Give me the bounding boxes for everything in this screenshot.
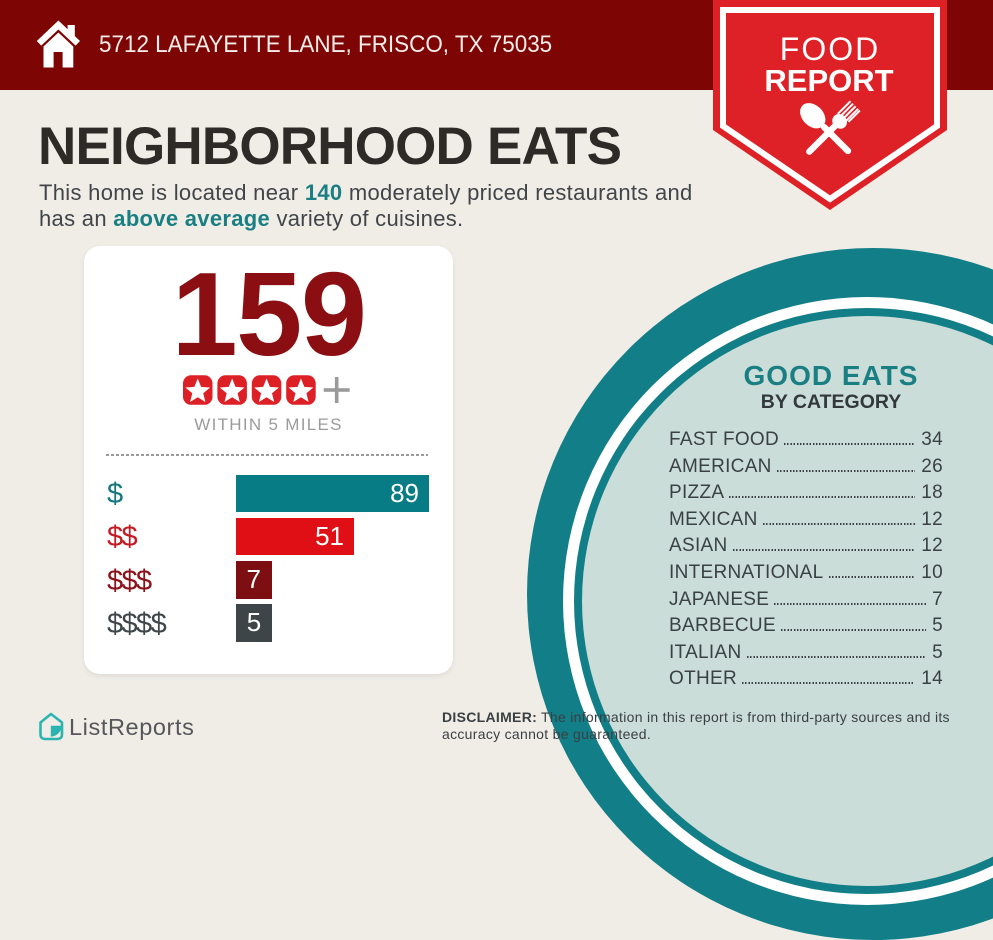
svg-text:REPORT: REPORT bbox=[764, 63, 893, 98]
svg-text:FOOD: FOOD bbox=[780, 31, 880, 67]
